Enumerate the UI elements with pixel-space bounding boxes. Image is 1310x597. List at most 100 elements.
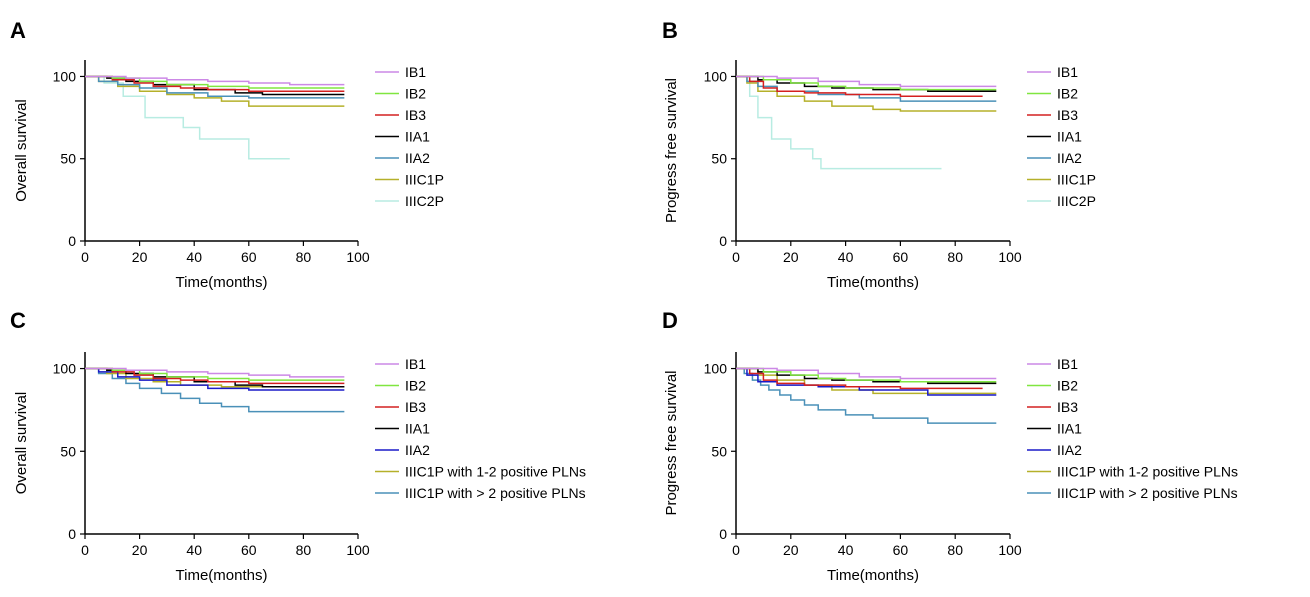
panel-c: C 0 20 40 60 80 100 0 50 100 Time(months) Overall s…: [10, 308, 586, 584]
legend: IB1 IB2 IB3 IIA1 IIA2 IIIC1P IIIC2P: [375, 64, 444, 209]
survival-curve: [736, 367, 997, 424]
survival-curve: [736, 367, 997, 383]
legend-label: IIA1: [1057, 421, 1082, 437]
x-tick-label: 60: [893, 249, 909, 265]
survival-curve: [85, 367, 345, 378]
panel-letter: A: [10, 18, 26, 43]
y-tick-label: 100: [704, 361, 728, 377]
survival-curve: [736, 367, 997, 380]
x-tick-label: 80: [296, 249, 312, 265]
panel-letter: C: [10, 308, 26, 333]
legend: IB1 IB2 IB3 IIA1 IIA2 IIIC1P with 1-2 positiv…: [375, 356, 586, 501]
survival-curve: [85, 367, 345, 381]
y-tick-label: 50: [60, 443, 76, 459]
x-tick-label: 100: [998, 249, 1022, 265]
y-tick-label: 100: [704, 68, 728, 84]
survival-curve: [736, 75, 983, 97]
survival-curve: [85, 75, 345, 93]
x-tick-label: 80: [296, 542, 312, 558]
x-tick-label: 100: [998, 542, 1022, 558]
curves: [85, 367, 345, 413]
survival-curve: [736, 367, 983, 390]
y-axis-label: Overall survival: [13, 392, 30, 495]
y-axis-label: Progress free survival: [663, 78, 680, 223]
survival-curve: [85, 75, 345, 86]
x-tick-label: 20: [783, 542, 799, 558]
legend-label: IB1: [1057, 64, 1078, 80]
legend-label: IB3: [1057, 399, 1078, 415]
legend-label: IIA2: [1057, 150, 1082, 166]
y-tick-label: 0: [68, 233, 76, 249]
survival-curve: [736, 75, 997, 112]
panel-b: B 0 20 40 60 80 100 0 50 100 Time(months) Progress …: [662, 18, 1096, 291]
panel-d: D 0 20 40 60 80 100 0 50 100 Time(months) Progress …: [662, 308, 1238, 584]
x-tick-label: 0: [732, 542, 740, 558]
x-tick-label: 0: [81, 249, 89, 265]
x-tick-label: 40: [838, 249, 854, 265]
x-tick-label: 20: [783, 249, 799, 265]
x-tick-label: 40: [186, 249, 202, 265]
legend-label: IB2: [405, 378, 426, 394]
y-tick-label: 50: [711, 443, 727, 459]
x-tick-label: 60: [893, 542, 909, 558]
y-tick-label: 100: [53, 68, 77, 84]
x-axis-label: Time(months): [827, 567, 919, 584]
legend-label: IB2: [405, 86, 426, 102]
survival-curve: [736, 75, 997, 91]
legend-label: IIIC1P: [1057, 172, 1096, 188]
y-tick-label: 50: [60, 151, 76, 167]
panel-a: A 0 20 40 60 80 100 0 50 100 Time(months) Overall s…: [10, 18, 444, 291]
legend-label: IIIC1P with 1-2 positive PLNs: [1057, 464, 1238, 480]
legend-label: IB2: [1057, 86, 1078, 102]
legend-label: IB1: [405, 64, 426, 80]
x-tick-label: 60: [241, 542, 257, 558]
curves: [85, 75, 345, 160]
y-axis-label: Progress free survival: [663, 370, 680, 515]
legend-label: IIA1: [1057, 129, 1082, 145]
survival-curve: [85, 75, 345, 89]
y-tick-label: 0: [719, 526, 727, 542]
panel-letter: B: [662, 18, 678, 43]
y-tick-label: 50: [711, 151, 727, 167]
survival-curve: [736, 75, 942, 170]
legend: IB1 IB2 IB3 IIA1 IIA2 IIIC1P IIIC2P: [1027, 64, 1096, 209]
survival-curve: [85, 367, 345, 391]
legend-label: IIIC2P: [1057, 193, 1096, 209]
legend-label: IIIC1P with > 2 positive PLNs: [405, 485, 586, 501]
legend-label: IIIC1P with > 2 positive PLNs: [1057, 485, 1238, 501]
x-tick-label: 100: [346, 249, 370, 265]
curves: [736, 367, 997, 424]
x-tick-label: 80: [947, 542, 963, 558]
survival-curve: [736, 367, 997, 396]
x-tick-label: 40: [186, 542, 202, 558]
survival-curve: [85, 75, 345, 99]
legend-label: IIA2: [405, 442, 430, 458]
x-tick-label: 100: [346, 542, 370, 558]
legend-label: IB1: [1057, 356, 1078, 372]
survival-curve: [85, 367, 345, 385]
x-tick-label: 0: [81, 542, 89, 558]
x-tick-label: 80: [947, 249, 963, 265]
legend-label: IB3: [1057, 107, 1078, 123]
legend-label: IIIC1P with 1-2 positive PLNs: [405, 464, 586, 480]
legend-label: IIIC2P: [405, 193, 444, 209]
legend-label: IIA1: [405, 129, 430, 145]
survival-curve: [85, 75, 290, 160]
legend-label: IIA2: [405, 150, 430, 166]
x-tick-label: 60: [241, 249, 257, 265]
x-tick-label: 0: [732, 249, 740, 265]
legend-label: IB2: [1057, 378, 1078, 394]
y-tick-label: 0: [68, 526, 76, 542]
panel-letter: D: [662, 308, 678, 333]
legend-label: IB3: [405, 107, 426, 123]
legend: IB1 IB2 IB3 IIA1 IIA2 IIIC1P with 1-2 positiv…: [1027, 356, 1238, 501]
legend-label: IIIC1P: [405, 172, 444, 188]
legend-label: IIA2: [1057, 442, 1082, 458]
x-axis-label: Time(months): [176, 567, 268, 584]
legend-label: IB1: [405, 356, 426, 372]
survival-curve: [736, 75, 997, 88]
y-tick-label: 0: [719, 233, 727, 249]
y-tick-label: 100: [53, 361, 77, 377]
curves: [736, 75, 997, 170]
x-axis-label: Time(months): [827, 274, 919, 291]
